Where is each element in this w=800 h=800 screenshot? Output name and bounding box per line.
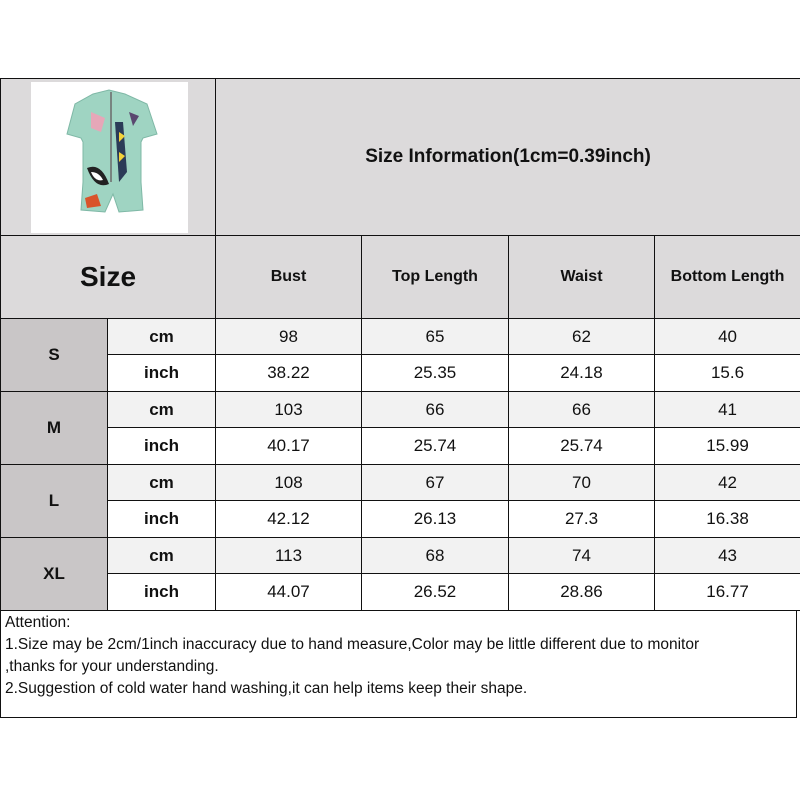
measurement-cell: 108 (215, 464, 362, 501)
measurement-cell: 74 (508, 537, 655, 574)
column-header-bust: Bust (215, 235, 362, 319)
measurement-cell: 16.77 (653, 573, 800, 611)
size-label: L (0, 464, 108, 538)
measurement-cell: 15.99 (653, 427, 800, 465)
note-line-1: 1.Size may be 2cm/1inch inaccuracy due t… (5, 636, 700, 653)
measurement-cell: 103 (215, 391, 362, 428)
unit-label: cm (107, 464, 216, 501)
measurement-cell: 15.6 (653, 354, 800, 392)
unit-label: inch (107, 354, 216, 392)
measurement-cell: 44.07 (215, 573, 362, 611)
measurement-cell: 113 (215, 537, 362, 574)
note-line-2: 2.Suggestion of cold water hand washing,… (5, 680, 528, 697)
table-row-l-inch: inch 42.12 26.13 27.3 16.38 (1, 500, 800, 538)
size-header: Size (0, 235, 216, 319)
size-label: M (0, 391, 108, 465)
unit-label: inch (107, 573, 216, 611)
measurement-cell: 26.52 (361, 573, 509, 611)
measurement-cell: 70 (508, 464, 655, 501)
measurement-cell: 24.18 (508, 354, 655, 392)
unit-label: cm (107, 537, 216, 574)
measurement-cell: 42 (653, 464, 800, 501)
measurement-cell: 27.3 (508, 500, 655, 538)
product-image-cell (0, 78, 216, 236)
table-row-xl-cm: XL cm 113 68 74 43 (0, 537, 800, 611)
unit-label: inch (107, 427, 216, 465)
unit-label: cm (107, 318, 216, 355)
measurement-cell: 38.22 (215, 354, 362, 392)
product-image (31, 82, 188, 233)
table-row-xl-inch: inch 44.07 26.52 28.86 16.77 (1, 573, 800, 611)
table-row-s-inch: inch 38.22 25.35 24.18 15.6 (1, 354, 800, 392)
size-chart-table: Size Information(1cm=0.39inch) Size Bust… (0, 78, 800, 611)
column-header-bottom-length: Bottom Length (653, 235, 800, 319)
measurement-cell: 25.74 (508, 427, 655, 465)
measurement-cell: 67 (361, 464, 509, 501)
measurement-cell: 62 (508, 318, 655, 355)
measurement-cell: 65 (361, 318, 509, 355)
notes-heading: Attention: (5, 614, 71, 631)
size-info-title: Size Information(1cm=0.39inch) (214, 78, 800, 236)
measurement-cell: 25.74 (361, 427, 509, 465)
measurement-cell: 28.86 (508, 573, 655, 611)
measurement-cell: 43 (653, 537, 800, 574)
attention-notes: Attention: 1.Size may be 2cm/1inch inacc… (0, 610, 797, 718)
unit-label: cm (107, 391, 216, 428)
note-line-1-continued: ,thanks for your understanding. (5, 658, 219, 675)
size-label: XL (0, 537, 108, 611)
measurement-cell: 66 (508, 391, 655, 428)
measurement-cell: 16.38 (653, 500, 800, 538)
measurement-cell: 40 (653, 318, 800, 355)
column-header-waist: Waist (508, 235, 655, 319)
measurement-cell: 42.12 (215, 500, 362, 538)
size-label: S (0, 318, 108, 392)
unit-label: inch (107, 500, 216, 538)
table-row-m-inch: inch 40.17 25.74 25.74 15.99 (1, 427, 800, 465)
measurement-cell: 41 (653, 391, 800, 428)
measurement-cell: 26.13 (361, 500, 509, 538)
measurement-cell: 40.17 (215, 427, 362, 465)
measurement-cell: 25.35 (361, 354, 509, 392)
column-header-top-length: Top Length (361, 235, 509, 319)
measurement-cell: 66 (361, 391, 509, 428)
measurement-cell: 98 (215, 318, 362, 355)
measurement-cell: 68 (361, 537, 509, 574)
